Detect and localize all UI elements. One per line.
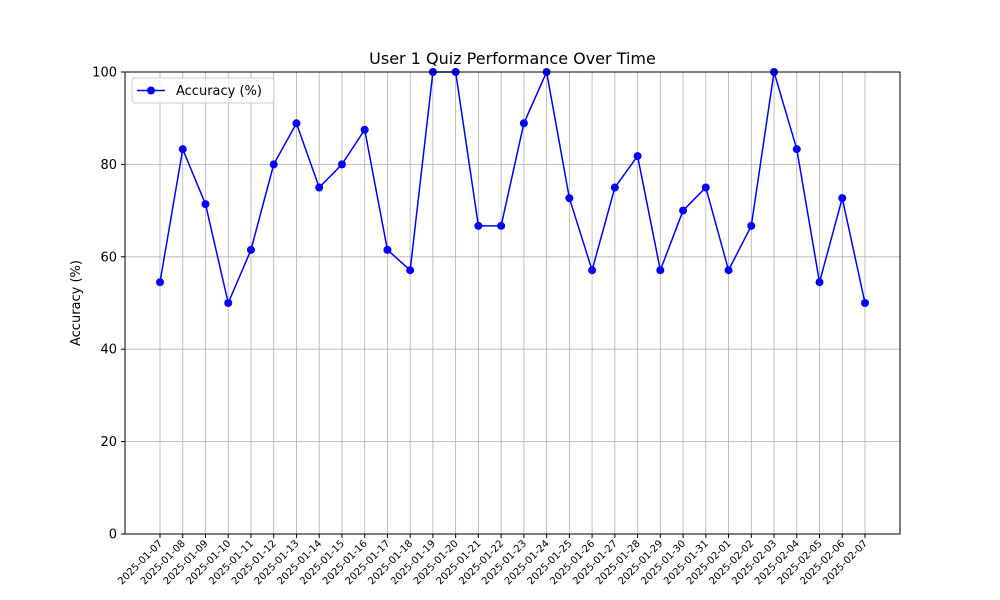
legend-label: Accuracy (%): [176, 84, 262, 99]
data-point: [156, 278, 164, 287]
data-point: [497, 221, 506, 230]
data-point: [633, 152, 642, 161]
y-tick-label: 100: [92, 66, 117, 81]
data-point: [679, 206, 688, 215]
grid-layer: [125, 71, 900, 535]
data-point: [269, 160, 278, 169]
data-point: [519, 119, 528, 128]
legend-marker-swatch: [147, 86, 155, 95]
data-point: [861, 299, 869, 307]
y-tick-label: 0: [109, 528, 117, 543]
data-point: [337, 160, 346, 169]
series-line: [159, 69, 866, 306]
data-point: [246, 245, 255, 254]
data-point: [656, 266, 665, 275]
data-point: [406, 266, 415, 275]
data-point: [178, 145, 187, 154]
series-layer: [156, 68, 869, 307]
chart-title: User 1 Quiz Performance Over Time: [369, 49, 656, 68]
y-axis-label: Accuracy (%): [69, 260, 84, 346]
data-point: [315, 183, 324, 192]
y-tick-label: 20: [100, 435, 117, 450]
data-point: [701, 183, 710, 192]
y-tick-label: 80: [100, 158, 117, 173]
legend-box: [131, 77, 275, 104]
data-point: [815, 278, 824, 287]
data-point: [383, 245, 392, 254]
data-point: [747, 221, 756, 230]
legend: Accuracy (%): [131, 77, 275, 104]
data-point: [838, 194, 847, 203]
data-point: [724, 266, 733, 275]
y-tick-label: 60: [100, 250, 117, 265]
data-point: [224, 299, 233, 307]
data-point: [292, 119, 301, 128]
data-point: [360, 125, 369, 134]
data-point: [565, 194, 574, 203]
data-point: [792, 145, 801, 154]
y-tick-label: 40: [100, 343, 117, 358]
tick-layer: 0204060801002025-01-072025-01-082025-01-…: [92, 66, 870, 588]
data-point: [201, 200, 210, 209]
data-point: [610, 183, 619, 192]
data-point: [588, 266, 597, 275]
data-point: [474, 221, 483, 230]
plot-frame: [124, 71, 901, 535]
